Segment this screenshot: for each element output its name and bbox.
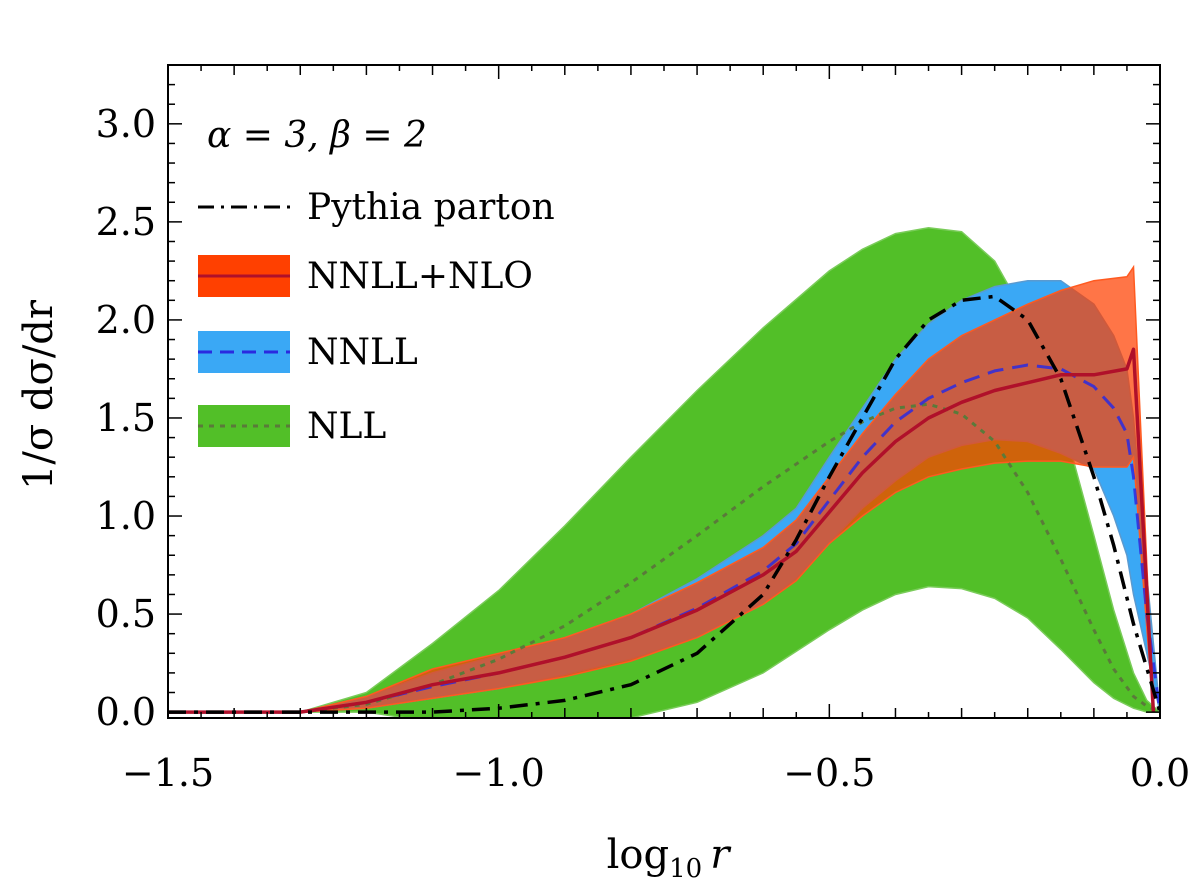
y-tick-label: 0.0 [96,690,156,734]
legend-label-pythia: Pythia parton [307,187,555,228]
y-tick-label: 0.5 [96,592,156,636]
y-tick-label: 1.0 [96,494,156,538]
y-tick-label: 3.0 [96,102,156,146]
line-nll [168,402,1160,714]
line-nnll-nlo [168,347,1156,714]
axis-ticks [167,65,1161,718]
x-axis-title: log10 r [607,832,733,884]
x-tick-label: 0.0 [1130,751,1190,795]
x-tick-label: −0.5 [783,751,875,795]
tick-labels: −1.5 −1.0 −0.5 0.0 0.0 0.5 1.0 1.5 2.0 2.5 3.0 [96,102,1191,795]
y-tick-label: 1.5 [96,396,156,440]
y-tick-label: 2.5 [96,200,156,244]
uncertainty-bands [168,227,1160,718]
x-tick-label: −1.0 [453,751,545,795]
legend-label-nnll-nlo: NNLL+NLO [307,256,533,297]
legend-label-nnll: NNLL [307,332,418,373]
annotation-text: α = 3, β = 2 [207,115,427,156]
legend-label-nll: NLL [307,406,386,447]
x-axis-title-var: r [710,832,732,878]
series-lines [168,294,1160,714]
x-tick-label: −1.5 [122,751,214,795]
line-pythia [168,294,1160,714]
x-axis-title-sub: 10 [669,854,702,884]
x-axis-title-base: log [607,832,669,878]
y-tick-label: 2.0 [96,298,156,342]
legend: Pythia parton NNLL+NLO NNLL NLL [198,187,555,447]
y-axis-title: 1/σ dσ/dr [16,299,62,490]
